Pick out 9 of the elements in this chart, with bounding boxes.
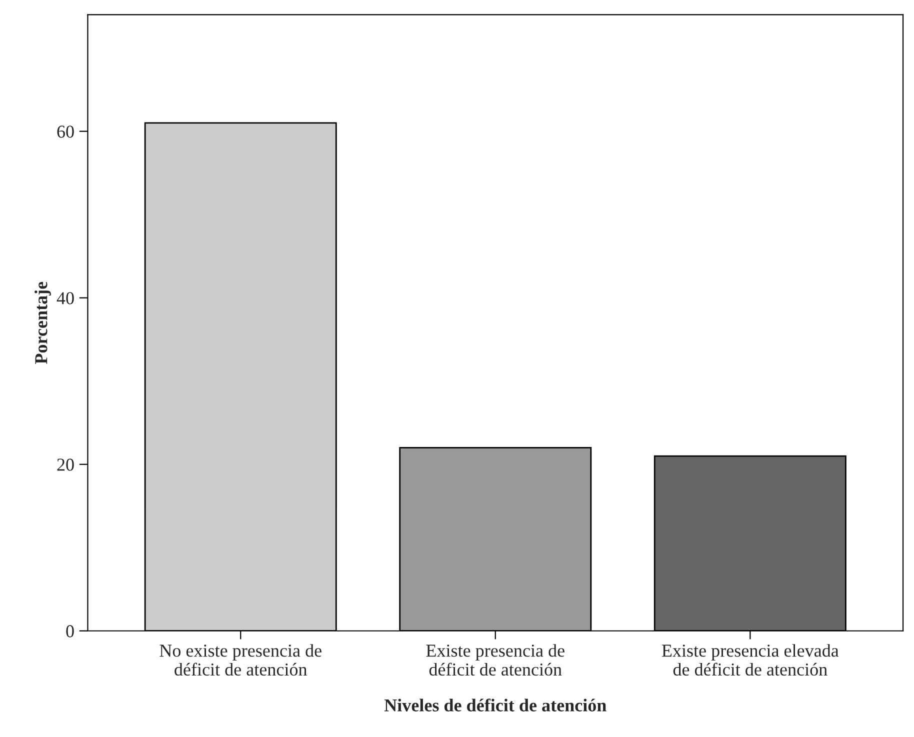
x-axis-title: Niveles de déficit de atención <box>384 698 606 712</box>
y-tick-label: 20 <box>57 458 74 471</box>
y-tick-label: 40 <box>56 292 74 304</box>
x-tick-label: No existe presencia de déficit de atención <box>160 644 322 676</box>
y-axis-title: Porcentaje <box>34 282 51 364</box>
x-tick-label: Existe presencia de déficit de atención <box>426 644 564 676</box>
y-tick-label: 0 <box>66 625 74 638</box>
x-tick-label: Existe presencia elevada de déficit de atención <box>662 644 839 676</box>
y-tick-label: 60 <box>57 126 74 138</box>
